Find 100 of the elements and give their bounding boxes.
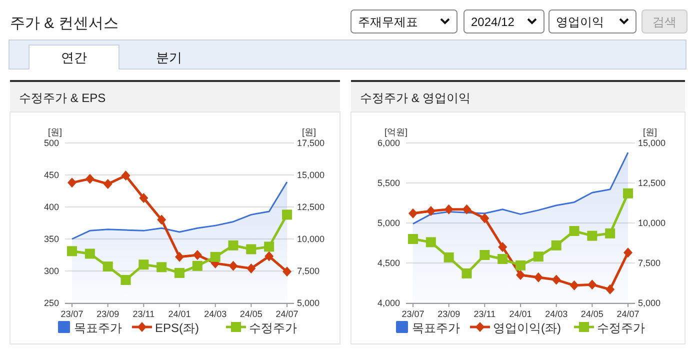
y2-axis-title: [원]	[302, 127, 316, 137]
point	[228, 240, 238, 250]
legend-label: 목표주가	[412, 321, 460, 335]
point	[533, 252, 544, 262]
point	[444, 204, 454, 214]
point	[264, 251, 274, 262]
y-axis-title: [원]	[48, 127, 62, 137]
point	[408, 234, 418, 244]
text: 주재무제표	[358, 15, 418, 29]
x-tick-label: 23/07	[402, 309, 424, 319]
x-tick-label: 24/07	[276, 309, 298, 319]
chart-title: 수정주가 & 영업이익	[360, 91, 471, 105]
text: 주가 & 컨센서스	[10, 15, 118, 32]
y-tick-label: 500	[44, 138, 59, 148]
point	[498, 254, 508, 264]
y2-tick-label: 17,500	[297, 138, 325, 148]
point	[84, 248, 95, 259]
text: 2024/12	[471, 15, 515, 29]
point	[605, 228, 616, 238]
x-tick-label: 24/03	[204, 309, 227, 319]
point	[623, 188, 633, 198]
point	[624, 248, 632, 258]
point	[462, 268, 472, 278]
x-tick-label: 24/01	[509, 309, 532, 319]
point	[480, 213, 490, 224]
y2-tick-label: 5,000	[638, 298, 661, 308]
y2-tick-label: 5,000	[297, 298, 320, 308]
y-tick-label: 6,000	[377, 138, 400, 148]
point	[246, 263, 256, 274]
point	[551, 240, 562, 250]
y-tick-label: 5,500	[377, 178, 400, 188]
point	[157, 214, 166, 225]
point	[68, 178, 76, 188]
y2-tick-label: 15,000	[638, 138, 666, 148]
y2-tick-label: 7,500	[297, 266, 320, 276]
y2-tick-label: 10,000	[297, 234, 325, 244]
point	[246, 244, 256, 254]
point	[175, 252, 184, 262]
y-tick-label: 450	[44, 170, 59, 180]
y2-axis-title: [원]	[642, 127, 658, 137]
point	[228, 260, 238, 271]
legend-label: 수정주가	[597, 321, 645, 335]
x-tick-label: 23/07	[60, 309, 84, 319]
x-tick-label: 24/07	[616, 309, 640, 319]
point	[588, 280, 597, 290]
y-tick-label: 300	[44, 266, 59, 276]
point	[570, 280, 579, 290]
point	[516, 270, 525, 280]
point	[282, 210, 292, 220]
point	[192, 260, 202, 271]
y2-tick-label: 10,000	[638, 218, 666, 228]
point	[426, 237, 436, 248]
x-tick-label: 23/09	[438, 309, 460, 319]
y-axis-title: [억원]	[384, 127, 408, 137]
point	[264, 242, 274, 252]
point	[67, 246, 77, 256]
text: 영업이익	[556, 15, 604, 29]
y-tick-label: 400	[44, 202, 59, 212]
y-tick-label: 4,000	[377, 298, 400, 308]
legend-label: 영업이익(좌)	[493, 321, 561, 335]
x-tick-label: 24/05	[580, 309, 604, 319]
point	[587, 230, 598, 241]
y-tick-label: 4,500	[377, 258, 400, 268]
legend-label: EPS(좌)	[155, 321, 200, 335]
legend-label: 목표주가	[74, 321, 122, 335]
y-tick-label: 350	[44, 234, 59, 244]
x-tick-label: 23/11	[132, 309, 155, 319]
point	[102, 262, 113, 272]
point	[498, 242, 508, 252]
text: 연간	[61, 50, 87, 65]
y2-tick-label: 15,000	[297, 170, 325, 180]
point	[408, 208, 418, 218]
point	[480, 250, 490, 260]
chart-title: 수정주가 & EPS	[19, 91, 106, 105]
point	[85, 174, 94, 184]
x-tick-label: 24/03	[545, 309, 568, 319]
point	[120, 274, 131, 285]
text: 분기	[156, 50, 182, 65]
point	[174, 268, 184, 278]
y2-tick-label: 7,500	[638, 258, 661, 268]
point	[462, 204, 472, 214]
y-tick-label: 250	[44, 298, 59, 308]
text: 검색	[652, 15, 676, 29]
point	[282, 266, 292, 277]
point	[444, 252, 454, 262]
point	[138, 260, 149, 270]
point	[516, 260, 526, 270]
point	[103, 178, 112, 189]
point	[552, 274, 561, 285]
point	[156, 262, 167, 272]
point	[606, 284, 615, 294]
point	[121, 170, 130, 181]
point	[192, 250, 202, 260]
y2-tick-label: 12,500	[638, 178, 666, 188]
x-tick-label: 23/11	[474, 309, 496, 319]
point	[210, 252, 220, 262]
y2-tick-label: 12,500	[297, 202, 325, 212]
x-tick-label: 24/05	[240, 309, 262, 319]
x-tick-label: 24/01	[168, 309, 191, 319]
point	[426, 206, 436, 216]
